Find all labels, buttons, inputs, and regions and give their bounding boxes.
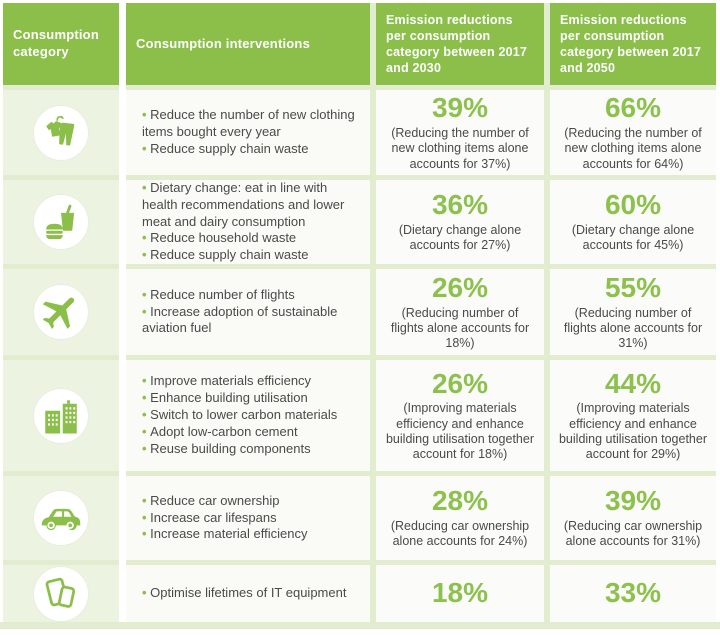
- reduction-value: 26%: [431, 271, 489, 303]
- reduction-2050-cell-cars: 39% (Reducing car ownership alone accoun…: [550, 476, 716, 560]
- interventions-cell-it: Optimise lifetimes of IT equipment: [126, 565, 370, 622]
- intervention-item: Reduce car ownership: [142, 493, 356, 510]
- reduction-2050-cell-aviation: 55% (Reducing number of flights alone ac…: [550, 269, 716, 355]
- bottom-border-strip: [0, 622, 720, 629]
- header-reductions-2030: Emission reductions per consumption cate…: [376, 3, 544, 85]
- category-cell-clothing: [3, 90, 119, 175]
- category-cell-it: [3, 565, 119, 622]
- main-table: Consumption interventions Emission reduc…: [126, 3, 716, 622]
- intervention-item: Increase car lifespans: [142, 510, 356, 527]
- interventions-cell-food: Dietary change: eat in line with health …: [126, 180, 370, 264]
- interventions-cell-aviation: Reduce number of flights Increase adopti…: [126, 269, 370, 355]
- clothing-icon: [34, 105, 88, 160]
- reduction-note: (Reducing car ownership alone accounts f…: [390, 519, 530, 549]
- intervention-item: Reduce supply chain waste: [142, 247, 356, 264]
- food-icon: [34, 195, 88, 249]
- buildings-icon: [34, 388, 88, 443]
- interventions-cell-cars: Reduce car ownership Increase car lifesp…: [126, 476, 370, 560]
- reduction-value: 66%: [604, 92, 662, 124]
- reduction-2050-cell-it: 33%: [550, 565, 716, 622]
- reduction-value: 55%: [604, 271, 662, 303]
- header-reductions-2050: Emission reductions per consumption cate…: [550, 3, 716, 85]
- reduction-note: (Dietary change alone accounts for 27%): [398, 223, 522, 253]
- intervention-item: Optimise lifetimes of IT equipment: [142, 585, 356, 602]
- reduction-note: (Improving materials efficiency and enha…: [385, 401, 535, 462]
- reduction-value: 18%: [431, 577, 489, 609]
- reduction-value: 39%: [431, 92, 489, 124]
- reduction-2030-cell-construction: 26% (Improving materials efficiency and …: [376, 360, 544, 471]
- reduction-value: 28%: [431, 485, 489, 517]
- reduction-2030-cell-it: 18%: [376, 565, 544, 622]
- reduction-value: 36%: [431, 189, 489, 221]
- intervention-item: Switch to lower carbon materials: [142, 407, 356, 424]
- intervention-item: Reduce household waste: [142, 230, 356, 247]
- intervention-item: Reduce supply chain waste: [142, 141, 356, 158]
- interventions-cell-clothing: Reduce the number of new clothing items …: [126, 90, 370, 175]
- category-cell-aviation: [3, 269, 119, 355]
- header-consumption-category: Consumption category: [3, 3, 119, 85]
- intervention-item: Enhance building utilisation: [142, 390, 356, 407]
- reduction-2030-cell-cars: 28% (Reducing car ownership alone accoun…: [376, 476, 544, 560]
- category-cell-food: [3, 180, 119, 264]
- category-cell-cars: [3, 476, 119, 560]
- reduction-note: (Reducing number of flights alone accoun…: [563, 305, 703, 351]
- reduction-2050-cell-clothing: 66% (Reducing the number of new clothing…: [550, 90, 716, 175]
- reduction-2030-cell-food: 36% (Dietary change alone accounts for 2…: [376, 180, 544, 264]
- intervention-item: Reduce the number of new clothing items …: [142, 107, 356, 141]
- reduction-2030-cell-aviation: 26% (Reducing number of flights alone ac…: [376, 269, 544, 355]
- reduction-note: (Reducing the number of new clothing ite…: [564, 126, 702, 171]
- it-devices-icon: [34, 566, 88, 621]
- reduction-value: 60%: [604, 189, 662, 221]
- category-column: Consumption category: [3, 3, 119, 622]
- reduction-2050-cell-food: 60% (Dietary change alone accounts for 4…: [550, 180, 716, 264]
- intervention-item: Increase material efficiency: [142, 526, 356, 543]
- reduction-value: 33%: [604, 577, 662, 609]
- intervention-item: Adopt low-carbon cement: [142, 424, 356, 441]
- reduction-value: 44%: [604, 367, 662, 399]
- reduction-note: (Dietary change alone accounts for 45%): [571, 223, 695, 253]
- reduction-value: 26%: [431, 367, 489, 399]
- reduction-note: (Reducing car ownership alone accounts f…: [563, 519, 703, 549]
- intervention-item: Dietary change: eat in line with health …: [142, 180, 356, 231]
- reduction-2030-cell-clothing: 39% (Reducing the number of new clothing…: [376, 90, 544, 175]
- intervention-item: Reduce number of flights: [142, 287, 356, 304]
- reduction-note: (Reducing the number of new clothing ite…: [391, 126, 529, 171]
- intervention-item: Reuse building components: [142, 441, 356, 458]
- reduction-value: 39%: [604, 485, 662, 517]
- airplane-icon: [34, 285, 88, 339]
- reduction-note: (Improving materials efficiency and enha…: [558, 401, 708, 462]
- reduction-note: (Reducing number of flights alone accoun…: [390, 305, 530, 351]
- header-consumption-interventions: Consumption interventions: [126, 3, 370, 85]
- reduction-2050-cell-construction: 44% (Improving materials efficiency and …: [550, 360, 716, 471]
- category-cell-construction: [3, 360, 119, 471]
- intervention-item: Improve materials efficiency: [142, 373, 356, 390]
- interventions-cell-construction: Improve materials efficiency Enhance bui…: [126, 360, 370, 471]
- car-icon: [34, 491, 88, 545]
- intervention-item: Increase adoption of sustainable aviatio…: [142, 304, 356, 338]
